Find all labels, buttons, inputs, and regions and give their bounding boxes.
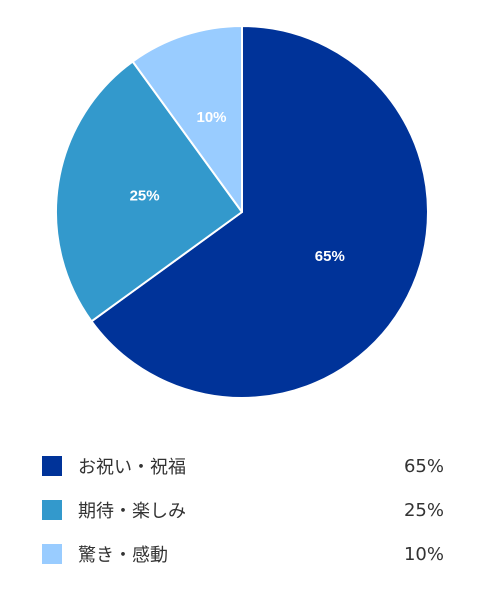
pie-chart: 65% 25% 10% [55, 25, 429, 399]
legend-label-surprise: 驚き・感動 [78, 545, 168, 566]
legend-swatch-anticipation [42, 500, 62, 520]
pie-slice-surprise [131, 25, 243, 213]
legend-value-surprise: 10% [403, 543, 444, 565]
pie-label-celebration: 65% [315, 248, 345, 265]
legend: お祝い・祝福 65% 期待・楽しみ 25% 驚き・感動 10% [42, 444, 444, 576]
legend-swatch-celebration [42, 456, 62, 476]
legend-item-anticipation: 期待・楽しみ 25% [42, 488, 444, 532]
legend-item-surprise: 驚き・感動 10% [42, 532, 444, 576]
legend-item-celebration: お祝い・祝福 65% [42, 444, 444, 488]
pie-label-anticipation: 25% [130, 188, 160, 205]
legend-label-celebration: お祝い・祝福 [78, 457, 186, 478]
pie-slice-celebration [90, 25, 429, 399]
legend-value-anticipation: 25% [403, 499, 444, 521]
legend-swatch-surprise [42, 544, 62, 564]
legend-label-anticipation: 期待・楽しみ [78, 501, 186, 522]
legend-value-celebration: 65% [403, 455, 444, 477]
pie-slice-anticipation [55, 60, 243, 323]
pie-label-surprise: 10% [196, 109, 226, 126]
